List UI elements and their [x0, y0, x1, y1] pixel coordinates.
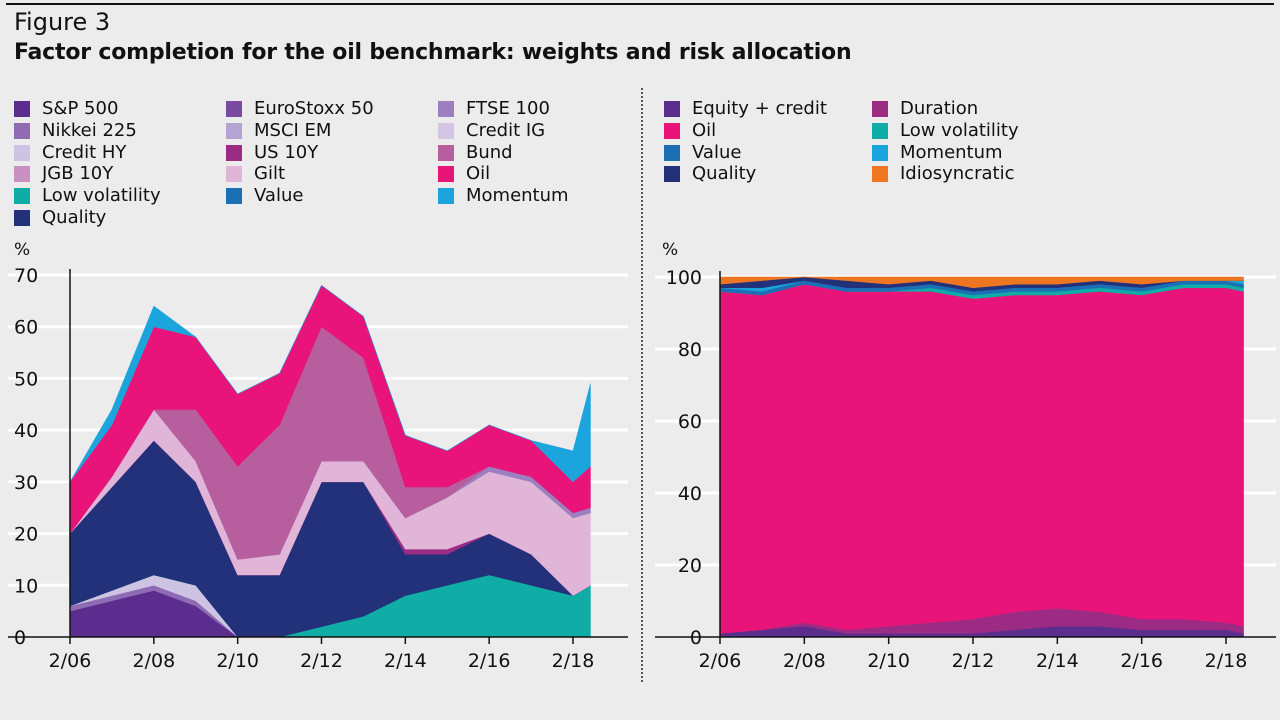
- risk-x-tick-label: 2/16: [1120, 650, 1163, 672]
- legend-label: Nikkei 225: [42, 119, 137, 141]
- weights-x-tick-label: 2/10: [216, 650, 259, 672]
- weights-x-tick-label: 2/14: [384, 650, 427, 672]
- legend-swatch: [664, 144, 680, 161]
- legend-swatch: [14, 188, 30, 205]
- legend-swatch: [664, 101, 680, 117]
- weights-y-tick-label: 30: [14, 472, 38, 494]
- weights-y-tick-label: 10: [14, 575, 38, 597]
- weights-y-tick-label: 70: [14, 265, 38, 287]
- legend-label: Duration: [900, 98, 979, 119]
- legend-swatch: [226, 144, 242, 161]
- legend-swatch: [438, 188, 454, 205]
- legend-label: US 10Y: [254, 141, 319, 163]
- legend-label: S&P 500: [42, 98, 119, 119]
- risk-y-tick-label: 20: [678, 555, 702, 577]
- risk-y-tick-label: 0: [690, 627, 702, 649]
- legend-swatch: [872, 101, 888, 117]
- weights-y-tick-label: 20: [14, 524, 38, 546]
- legend-swatch: [664, 122, 680, 139]
- weights-y-tick-label: 40: [14, 420, 38, 442]
- legend-swatch: [226, 101, 242, 117]
- legend-label: JGB 10Y: [42, 163, 114, 185]
- legend-swatch: [14, 122, 30, 139]
- risk-area-idiosyncratic: [719, 276, 1244, 289]
- unit-label-weights: %: [14, 240, 31, 260]
- legend-label: Low volatility: [900, 119, 1019, 141]
- risk-x-tick-label: 2/06: [699, 650, 742, 672]
- risk-y-tick-label: 100: [666, 267, 702, 289]
- weights-x-tick-label: 2/16: [468, 650, 511, 672]
- legend-label: Oil: [692, 119, 717, 141]
- weights-x-tick-label: 2/08: [132, 650, 175, 672]
- legend-label: FTSE 100: [466, 98, 550, 119]
- risk-y-tick-label: 60: [678, 411, 702, 433]
- legend-label: Equity + credit: [692, 98, 827, 119]
- panel-divider: [641, 88, 643, 682]
- legend-label: Value: [254, 185, 304, 207]
- unit-label-risk: %: [662, 240, 679, 260]
- risk-y-tick-label: 40: [678, 483, 702, 505]
- legend-label: EuroStoxx 50: [254, 98, 374, 119]
- legend-swatch: [14, 166, 30, 183]
- top-rule: [6, 3, 1274, 5]
- legend-swatch: [438, 166, 454, 183]
- weights-y-tick-label: 60: [14, 317, 38, 339]
- weights-y-tick-label: 0: [14, 627, 26, 649]
- legend-swatch: [872, 144, 888, 161]
- legend-label: Credit IG: [466, 119, 546, 141]
- legend-swatch: [14, 144, 30, 161]
- risk-x-tick-label: 2/08: [783, 650, 826, 672]
- legend-label: Oil: [466, 163, 491, 185]
- risk-x-tick-label: 2/10: [867, 650, 910, 672]
- legend-swatch: [226, 188, 242, 205]
- legend-swatch: [872, 166, 888, 183]
- risk-x-tick-label: 2/14: [1036, 650, 1079, 672]
- risk-area-oil: [719, 283, 1244, 634]
- figure-title: Factor completion for the oil benchmark:…: [14, 40, 852, 65]
- weights-area-momentum: [69, 284, 591, 483]
- legend-swatch: [664, 166, 680, 183]
- legend-swatch: [872, 122, 888, 139]
- legend-swatch: [14, 210, 30, 226]
- legend-label: Momentum: [466, 185, 569, 207]
- figure-label: Figure 3: [14, 8, 111, 36]
- legend-swatch: [14, 101, 30, 117]
- legend-swatch: [438, 144, 454, 161]
- weights-y-tick-label: 50: [14, 368, 38, 390]
- risk-plot: 0 20 40 60 80 100 2/06 2/08 2/10 2/12 2/14 2/16 2/18: [655, 267, 1276, 672]
- legend-swatch: [226, 122, 242, 139]
- risk-x-tick-label: 2/12: [952, 650, 995, 672]
- legend-label: Credit HY: [42, 141, 127, 163]
- risk-x-tick-label: 2/18: [1205, 650, 1248, 672]
- legend-swatch: [438, 101, 454, 117]
- legend-label: Idiosyncratic: [900, 163, 1015, 185]
- weights-plot: 0 10 20 30 40 50 60 70 2/06 2/08 2/10 2/12 2/14 2/16 2…: [8, 265, 628, 672]
- legend-label: Low volatility: [42, 185, 161, 207]
- weights-x-tick-label: 2/06: [49, 650, 92, 672]
- legend-label: MSCI EM: [254, 119, 332, 141]
- legend-label: Value: [692, 141, 742, 163]
- weights-x-tick-label: 2/18: [552, 650, 595, 672]
- legend-label: Momentum: [900, 141, 1003, 163]
- legend-label: Bund: [466, 141, 513, 163]
- legend-swatch: [226, 166, 242, 183]
- legend-label: Gilt: [254, 163, 286, 185]
- weights-x-tick-label: 2/12: [300, 650, 343, 672]
- legend-label: Quality: [692, 163, 757, 185]
- legend-label: Quality: [42, 207, 107, 228]
- risk-y-tick-label: 80: [678, 339, 702, 361]
- legend-swatch: [438, 122, 454, 139]
